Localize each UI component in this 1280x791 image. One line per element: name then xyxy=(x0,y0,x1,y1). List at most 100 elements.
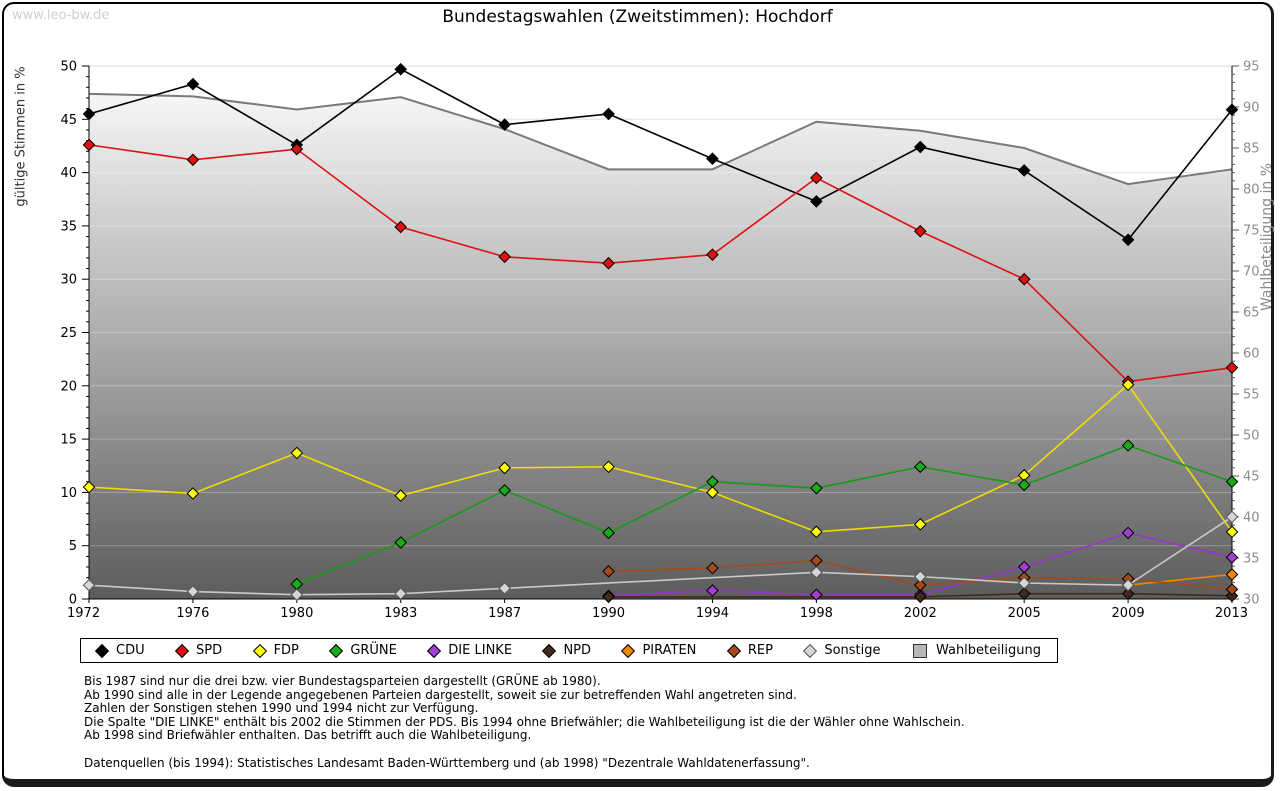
data-point xyxy=(498,118,511,131)
svg-text:35: 35 xyxy=(60,219,77,234)
svg-text:1990: 1990 xyxy=(592,606,625,621)
data-point xyxy=(602,590,615,604)
data-point xyxy=(913,140,927,154)
svg-text:50: 50 xyxy=(1243,429,1260,444)
series-line-PIRATEN xyxy=(1128,573,1233,586)
note-line-1: Bis 1987 sind nur die drei bzw. vier Bun… xyxy=(84,674,601,688)
data-point xyxy=(394,536,408,549)
legend-item-rep: REP xyxy=(726,643,773,658)
svg-text:35: 35 xyxy=(1243,552,1260,567)
data-point xyxy=(1225,589,1239,603)
legend-label: NPD xyxy=(563,643,592,658)
data-point xyxy=(1225,568,1239,581)
series-line-CDU xyxy=(88,68,1233,241)
data-point xyxy=(82,107,96,121)
legend-item-wahlbeteiligung: Wahlbeteiligung xyxy=(912,643,1041,658)
data-point xyxy=(1225,583,1239,596)
data-point xyxy=(810,195,823,208)
legend-item-piraten: PIRATEN xyxy=(621,643,696,658)
data-point xyxy=(82,480,96,494)
y-axis-label: gültige Stimmen in % xyxy=(13,66,29,207)
data-point xyxy=(602,564,615,578)
data-point xyxy=(602,256,615,270)
legend-label: Wahlbeteiligung xyxy=(935,643,1041,658)
data-point xyxy=(186,585,200,598)
data-point xyxy=(1121,526,1135,540)
series-line-SPD xyxy=(88,144,1233,383)
data-point xyxy=(394,489,408,502)
diamond-marker-icon xyxy=(427,643,442,658)
data-point xyxy=(810,566,823,579)
svg-text:40: 40 xyxy=(60,166,77,181)
svg-text:85: 85 xyxy=(1243,142,1260,157)
svg-text:60: 60 xyxy=(1243,347,1260,362)
data-point xyxy=(1121,578,1135,592)
data-point xyxy=(810,171,823,185)
data-point xyxy=(1225,551,1239,564)
legend-item-sonstige: Sonstige xyxy=(803,643,881,658)
svg-text:45: 45 xyxy=(60,113,77,128)
series-line-FDP xyxy=(88,383,1233,533)
svg-text:15: 15 xyxy=(60,433,77,448)
watermark: www.leo-bw.de xyxy=(12,8,110,23)
svg-text:45: 45 xyxy=(1243,470,1260,485)
legend-label: FDP xyxy=(273,643,299,658)
data-point xyxy=(186,153,200,167)
data-point xyxy=(810,588,823,602)
svg-text:25: 25 xyxy=(60,326,77,341)
svg-text:50: 50 xyxy=(60,60,77,75)
data-point xyxy=(1121,439,1135,452)
data-point xyxy=(1121,587,1135,600)
data-point xyxy=(706,475,719,489)
diamond-marker-icon xyxy=(329,643,344,658)
diamond-marker-icon xyxy=(542,643,557,658)
svg-text:1983: 1983 xyxy=(384,606,417,621)
svg-text:2013: 2013 xyxy=(1215,606,1248,621)
data-point xyxy=(1225,510,1239,524)
data-point xyxy=(706,561,719,575)
note-line-5: Ab 1998 sind Briefwähler enthalten. Das … xyxy=(84,728,532,743)
data-point xyxy=(186,487,200,500)
legend-label: CDU xyxy=(116,643,145,658)
svg-text:95: 95 xyxy=(1243,60,1260,75)
svg-text:90: 90 xyxy=(1243,101,1260,116)
svg-text:2005: 2005 xyxy=(1008,606,1041,621)
data-point xyxy=(1121,378,1135,392)
data-point xyxy=(706,248,719,261)
legend-item-grüne: GRÜNE xyxy=(329,643,397,658)
data-point xyxy=(1225,525,1239,539)
series-line-Sonstige xyxy=(88,516,1233,596)
data-point xyxy=(498,582,511,595)
svg-text:5: 5 xyxy=(69,539,77,554)
data-point xyxy=(913,590,927,604)
svg-text:1972: 1972 xyxy=(67,606,100,621)
legend-item-spd: SPD xyxy=(174,643,222,658)
data-point xyxy=(394,587,408,600)
legend-label: DIE LINKE xyxy=(448,643,513,658)
series-markers xyxy=(82,62,1239,604)
election-line-chart: 0 5 10 15 20 25 30 35 40 45 50 30 35 40 45 50 55 60 65 70 75… xyxy=(60,60,1260,622)
data-point xyxy=(602,107,615,121)
svg-text:65: 65 xyxy=(1243,306,1260,321)
svg-text:55: 55 xyxy=(1243,388,1260,403)
data-point xyxy=(82,578,96,592)
series-line-GRÜNE xyxy=(296,444,1233,585)
data-point xyxy=(290,588,304,602)
diamond-marker-icon xyxy=(174,643,190,658)
svg-text:30: 30 xyxy=(1243,593,1260,608)
svg-text:0: 0 xyxy=(69,593,77,608)
legend-item-cdu: CDU xyxy=(94,643,145,658)
data-point xyxy=(394,220,408,234)
chart-title: Bundestagswahlen (Zweitstimmen): Hochdor… xyxy=(442,7,833,27)
data-point xyxy=(1017,576,1031,590)
diamond-marker-icon xyxy=(252,643,267,658)
data-point xyxy=(913,460,927,474)
diamond-marker-icon xyxy=(803,643,818,658)
data-point xyxy=(1225,103,1239,117)
note-line-3: Zahlen der Sonstigen stehen 1990 und 199… xyxy=(84,701,479,716)
svg-text:80: 80 xyxy=(1243,183,1260,198)
chart-legend: CDU SPD FDP GRÜNE DIE LINKE NPD PIRATEN REP Sons… xyxy=(80,638,1058,663)
diamond-marker-icon xyxy=(94,643,110,658)
data-point xyxy=(394,62,408,76)
